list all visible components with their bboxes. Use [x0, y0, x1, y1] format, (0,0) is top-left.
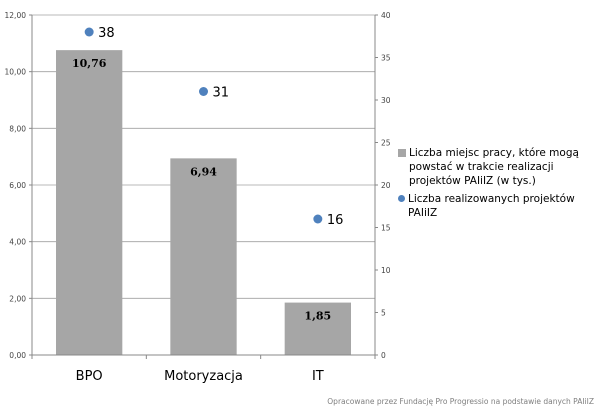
category-label: IT: [312, 369, 324, 384]
point-bpo: [84, 27, 94, 37]
left-tick-label: 10,00: [5, 68, 27, 77]
right-tick-label: 5: [381, 309, 386, 318]
left-tick-label: 0,00: [9, 351, 26, 360]
legend-bar-swatch: [398, 149, 406, 157]
right-tick-label: 10: [381, 266, 391, 275]
legend-item-projects: Liczba realizowanych projektów PAIiIZ: [398, 192, 603, 220]
bar-bpo: [56, 50, 123, 356]
point-value-label: 16: [327, 213, 344, 228]
right-tick-label: 30: [381, 96, 391, 105]
right-tick-label: 25: [381, 139, 391, 148]
category-label: BPO: [76, 369, 103, 384]
bar-motoryzacja: [170, 158, 237, 355]
right-tick-label: 0: [381, 351, 386, 360]
legend: Liczba miejsc pracy, które mogą powstać …: [398, 146, 603, 224]
bar-value-label: 10,76: [72, 57, 107, 70]
point-data-labels: 38 31 16: [98, 26, 343, 228]
right-tick-label: 20: [381, 181, 391, 190]
bar-value-label: 1,85: [304, 310, 331, 323]
legend-label-projects: Liczba realizowanych projektów PAIiIZ: [408, 193, 575, 219]
category-labels: BPO Motoryzacja IT: [76, 369, 324, 384]
points: [84, 27, 323, 224]
bars: [56, 50, 351, 356]
point-motoryzacja: [199, 87, 208, 96]
left-tick-label: 2,00: [9, 294, 26, 303]
left-tick-label: 8,00: [9, 124, 26, 133]
source-note: Opracowane przez Fundację Pro Progressio…: [327, 397, 594, 406]
right-tick-label: 40: [381, 11, 391, 20]
left-tick-label: 12,00: [5, 11, 27, 20]
right-tick-label: 15: [381, 224, 391, 233]
legend-item-jobs: Liczba miejsc pracy, które mogą powstać …: [398, 146, 603, 188]
bar-it: [284, 302, 351, 355]
left-tick-label: 4,00: [9, 238, 26, 247]
point-it: [313, 214, 323, 224]
point-value-label: 31: [213, 86, 230, 101]
category-label: Motoryzacja: [164, 369, 243, 384]
right-tick-label: 35: [381, 54, 391, 63]
left-axis-ticks: 0,00 2,00 4,00 6,00 8,00 10,00 12,00: [5, 11, 32, 360]
bar-data-labels: 10,76 6,94 1,85: [72, 57, 331, 322]
bar-value-label: 6,94: [190, 165, 217, 178]
point-value-label: 38: [98, 26, 115, 41]
left-tick-label: 6,00: [9, 181, 26, 190]
legend-label-jobs: Liczba miejsc pracy, które mogą powstać …: [409, 147, 579, 187]
legend-dot-swatch: [398, 195, 405, 202]
right-axis-ticks: 0 5 10 15 20 25 30 35 40: [375, 11, 391, 360]
